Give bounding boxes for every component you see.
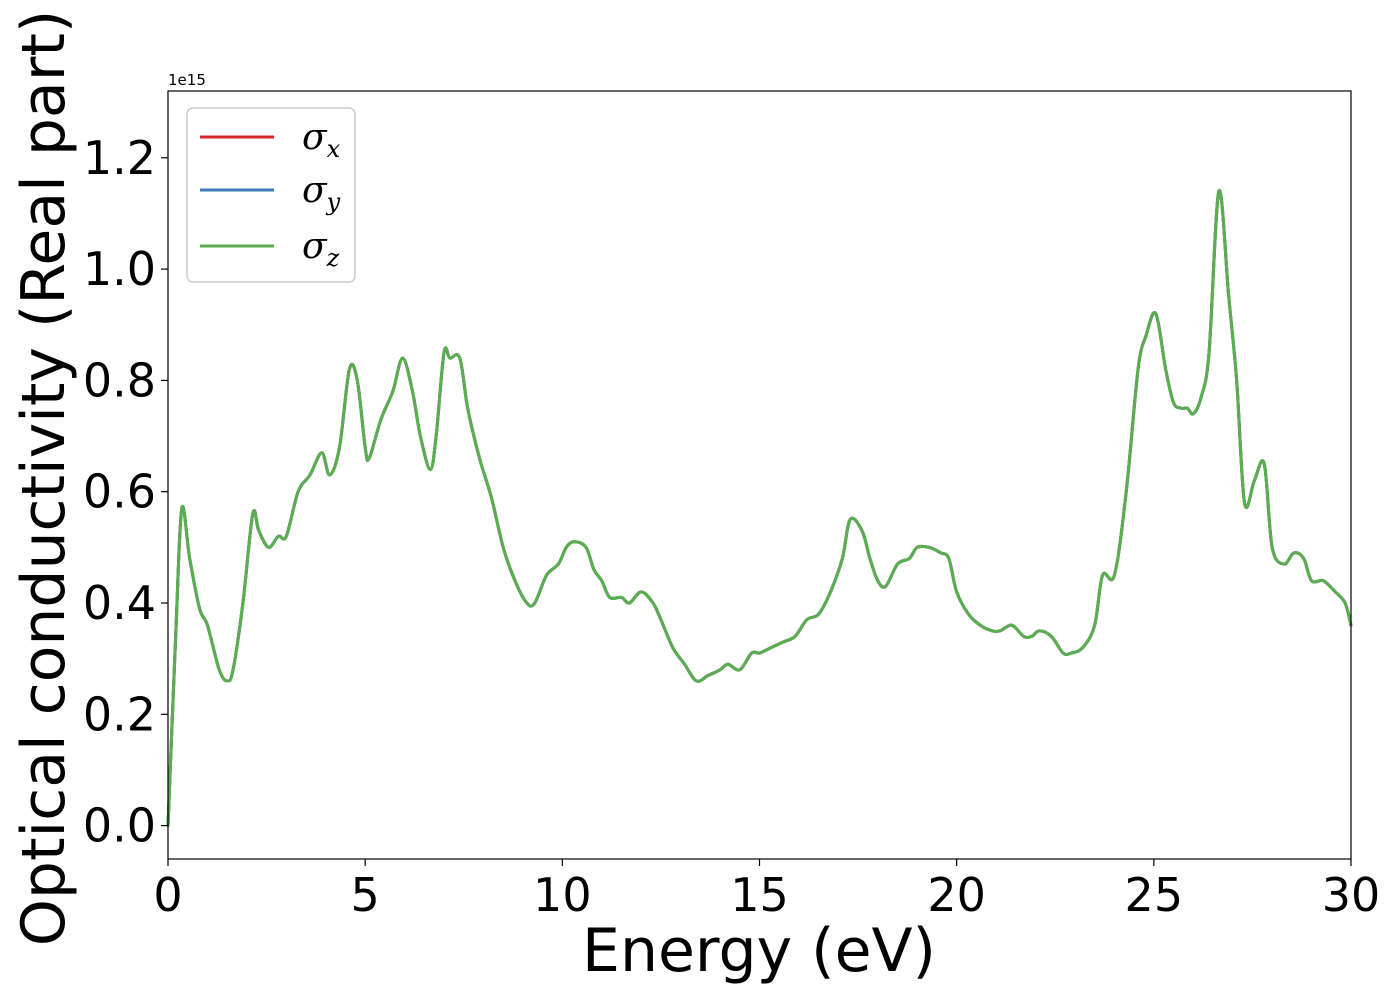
y-tick-label: 0.4 xyxy=(83,576,156,630)
x-tick-label: 0 xyxy=(153,868,182,922)
series-line-3 xyxy=(166,189,1353,828)
y-tick-label: 0.6 xyxy=(83,465,156,519)
legend-box xyxy=(186,107,356,283)
x-tick-label: 5 xyxy=(351,868,380,922)
legend: σx σy σz xyxy=(186,107,356,283)
y-axis-label: Optical conductivity (Real part) xyxy=(9,10,79,947)
y-tick-label: 0.2 xyxy=(83,687,156,741)
legend-label: σz xyxy=(302,226,340,272)
x-tick-label: 25 xyxy=(1125,868,1184,922)
x-tick-label: 10 xyxy=(533,868,592,922)
y-tick-label: 1.0 xyxy=(83,242,156,296)
y-axis-ticks: 0.0 0.2 0.4 0.6 0.8 1.0 1.2 xyxy=(83,131,168,853)
y-offset-label: 1e15 xyxy=(168,71,206,89)
x-axis-label: Energy (eV) xyxy=(582,916,936,986)
legend-label: σy xyxy=(302,170,341,216)
x-axis-ticks: 0 5 10 15 20 25 30 xyxy=(153,859,1380,922)
y-tick-label: 0.0 xyxy=(83,799,156,853)
x-tick-label: 20 xyxy=(927,868,986,922)
x-tick-label: 15 xyxy=(730,868,789,922)
y-tick-label: 0.8 xyxy=(83,353,156,407)
x-tick-label: 30 xyxy=(1322,868,1381,922)
legend-label: σx xyxy=(302,117,341,163)
y-tick-label: 1.2 xyxy=(83,131,156,185)
plot-lines xyxy=(166,189,1353,828)
